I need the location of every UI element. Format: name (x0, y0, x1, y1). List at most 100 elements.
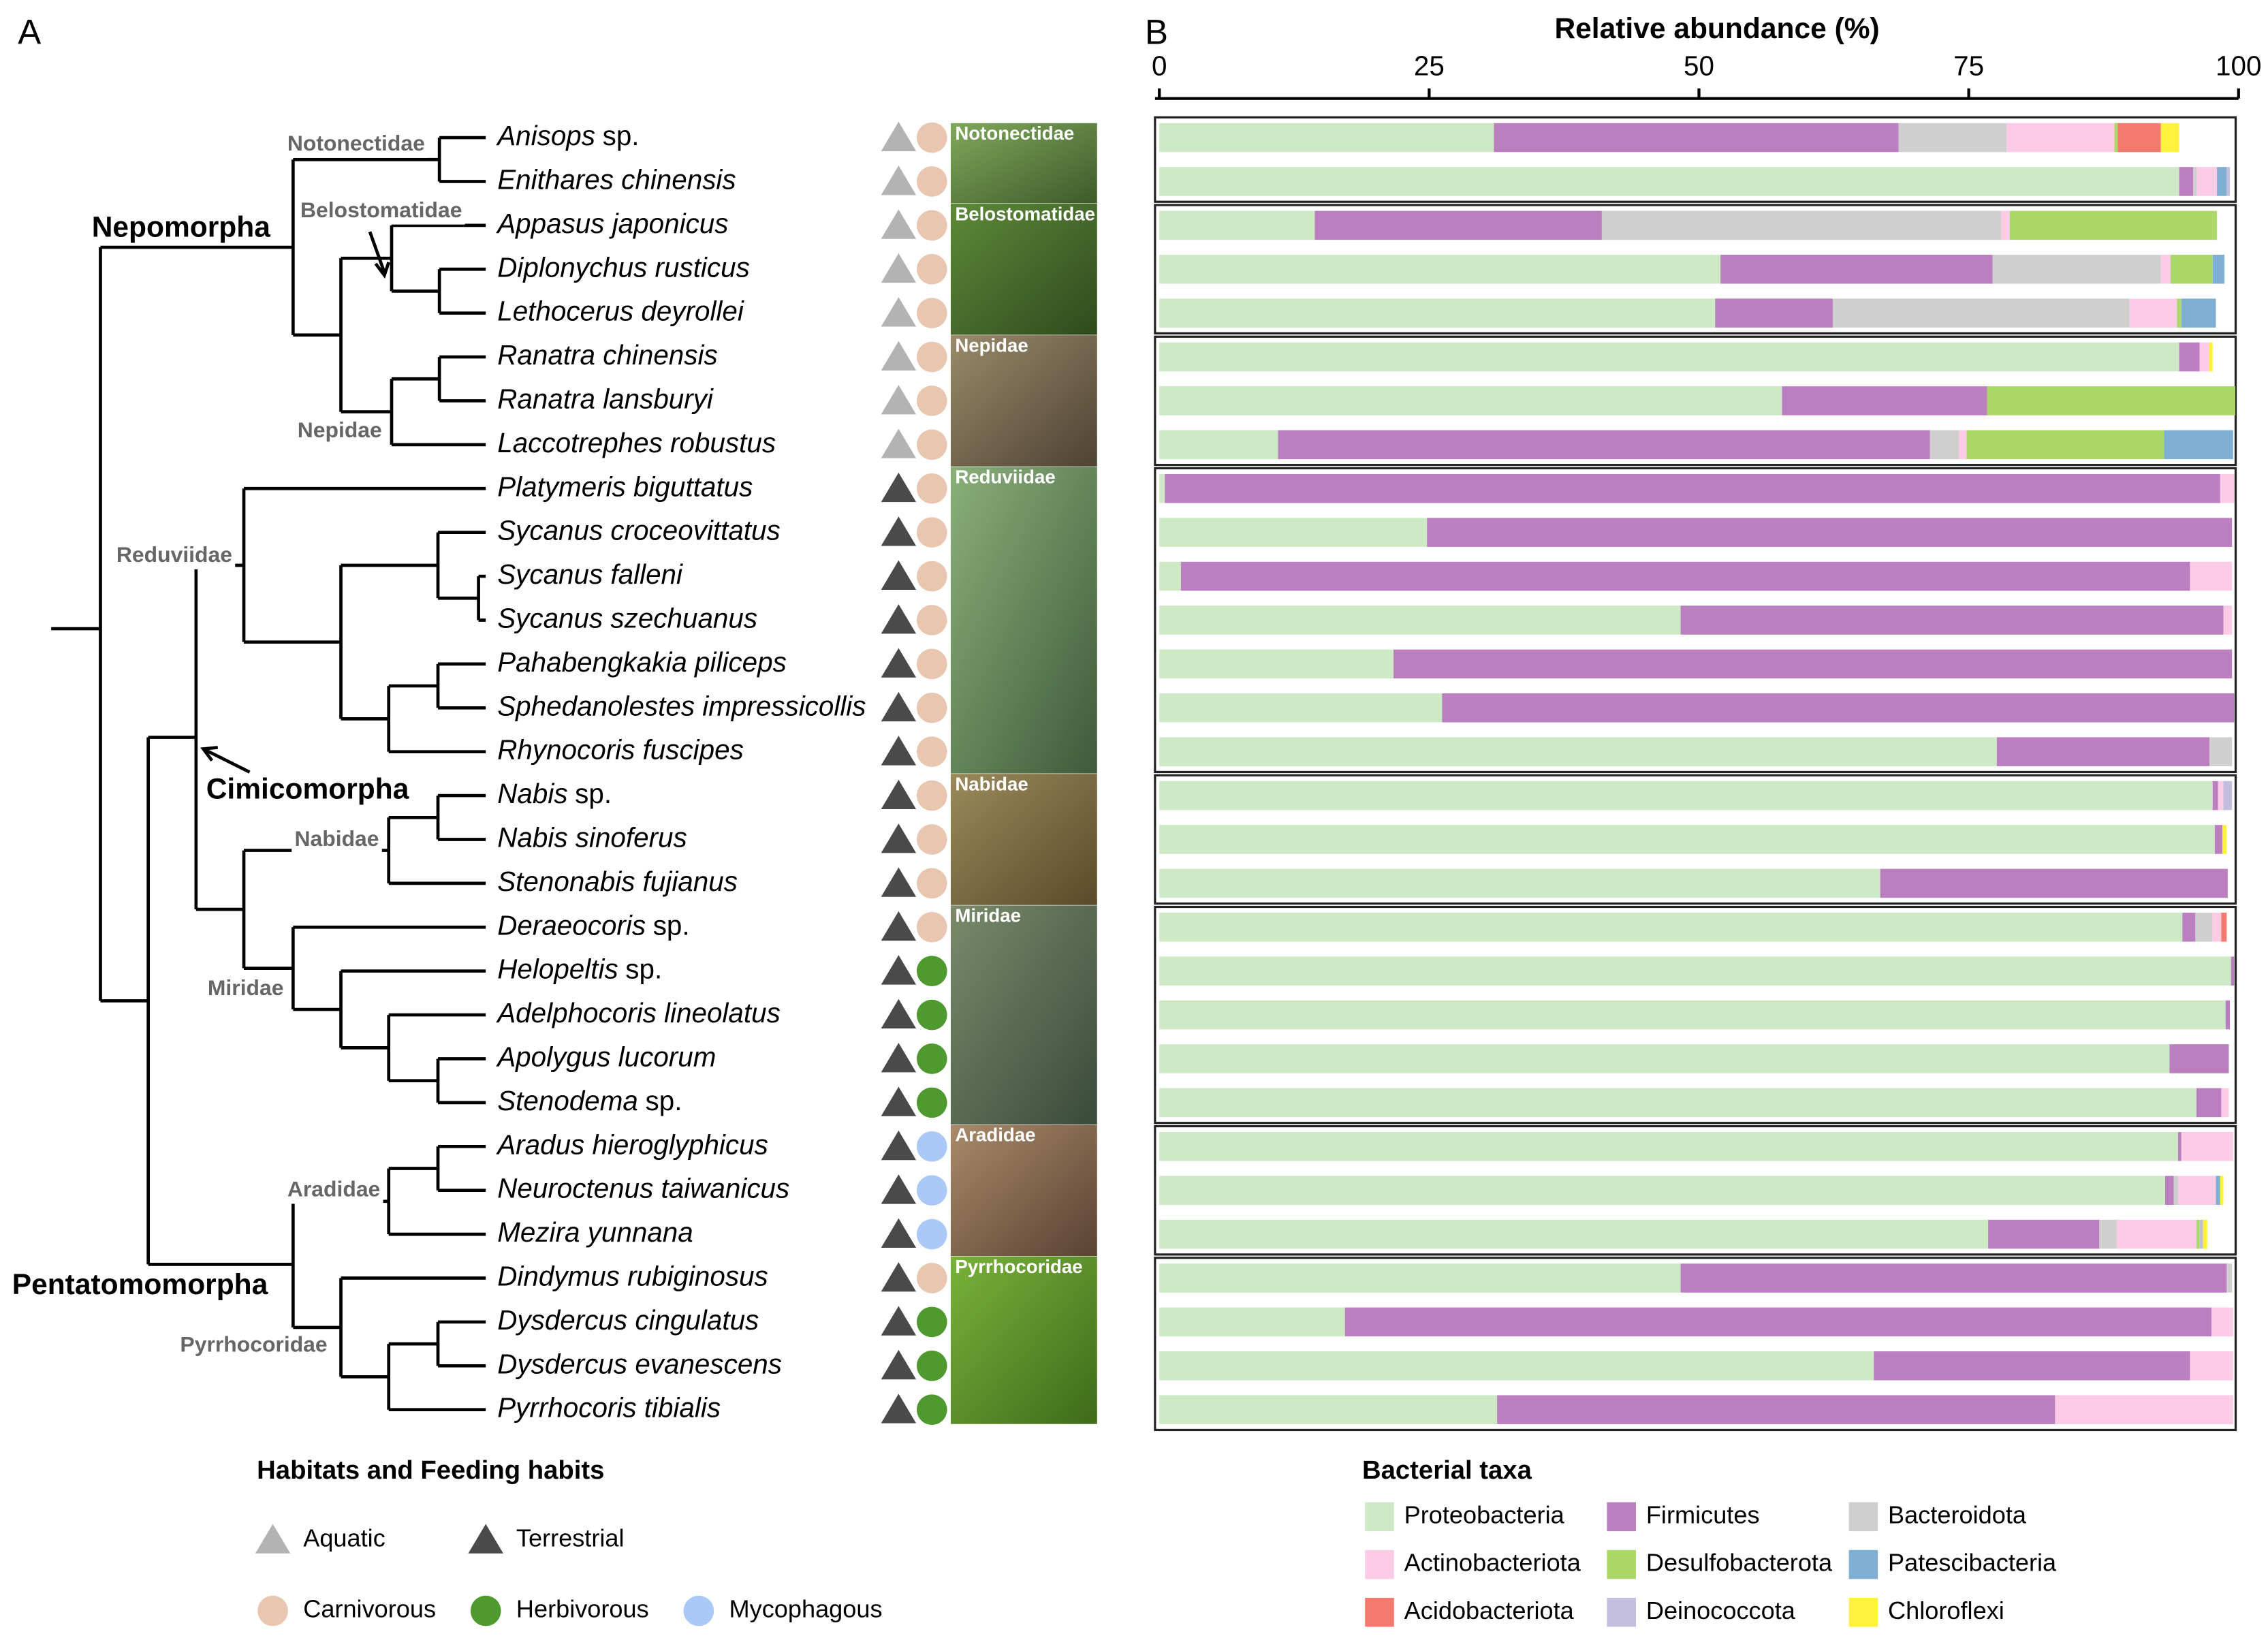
legend-label: Patescibacteria (1888, 1549, 2057, 1577)
habitat-icon (881, 385, 917, 415)
habitat-icon (881, 209, 917, 239)
bar-segment (2196, 167, 2218, 196)
bar-segment (2009, 210, 2218, 240)
species-label: Nabis sp. (497, 778, 612, 809)
habitat-icon (881, 472, 917, 503)
habitat-icon (881, 1130, 917, 1161)
bar-segment (2006, 123, 2115, 153)
species-name: Deraeocoris (497, 909, 646, 941)
species-label: Adelphocoris lineolatus (496, 997, 781, 1028)
feeding-icon (916, 1263, 947, 1293)
bar-segment (2055, 1395, 2233, 1424)
label-bg (284, 1178, 383, 1204)
bar-segment (1159, 868, 1880, 898)
bar-segment (1966, 430, 2164, 460)
species-name: Sycanus falleni (497, 559, 683, 590)
bar-segment (2181, 1132, 2233, 1161)
feeding-icon (916, 210, 947, 241)
species-label: Deraeocoris sp. (497, 909, 689, 941)
species-label: Diplonychus rusticus (497, 251, 750, 283)
legend-label: Aquatic (303, 1524, 385, 1552)
habitat-icon (881, 1043, 917, 1073)
photo (950, 774, 1097, 905)
species-name: Adelphocoris lineolatus (496, 997, 781, 1028)
bar-segment (1494, 123, 1899, 153)
legend-label: Firmicutes (1646, 1500, 1760, 1528)
bar-segment (2099, 1219, 2117, 1249)
bar-segment (1159, 298, 1716, 328)
bar-segment (1159, 1307, 1345, 1337)
species-suffix: sp. (625, 953, 662, 984)
bar-segment (2129, 298, 2177, 328)
legend-swatch (1848, 1502, 1878, 1532)
habitat-icon (881, 428, 917, 458)
bar-group-box (1154, 467, 2237, 774)
tree-branch (436, 793, 486, 841)
bar-group-box (1154, 335, 2237, 467)
bar-segment (2170, 254, 2213, 284)
x-tick-label: 25 (1414, 50, 1445, 82)
bar-segment (1159, 781, 2213, 811)
feeding-icon (916, 1394, 947, 1426)
species-name: Neuroctenus taiwanicus (497, 1172, 789, 1204)
family-label: Nabidae (294, 826, 379, 851)
bar-segment (1988, 1219, 2100, 1249)
species-name: Sycanus croceovittatus (497, 514, 780, 546)
species-label: Ranatra chinensis (497, 339, 717, 371)
bar-segment (2212, 781, 2218, 811)
bar-segment (2117, 123, 2161, 153)
suborder-label: Pentatomomorpha (12, 1268, 268, 1301)
bar-segment (2182, 913, 2196, 942)
habitat-icon (881, 341, 917, 371)
bar-segment (2177, 298, 2182, 328)
legend-label: Carnivorous (303, 1595, 436, 1623)
family-label: Pyrrhocoridae (180, 1332, 327, 1356)
tree-branch (436, 1320, 486, 1368)
species-name: Diplonychus rusticus (497, 251, 750, 283)
habitat-icon (881, 297, 917, 327)
tree-branch (477, 574, 486, 622)
family-label: Reduviidae (116, 542, 232, 567)
arrow (200, 746, 251, 774)
legend-title: Bacterial taxa (1362, 1456, 1532, 1485)
legend-label: Herbivorous (516, 1595, 649, 1623)
bar-segment (2165, 1176, 2174, 1205)
bar-segment (2181, 298, 2216, 328)
feeding-icon (916, 999, 947, 1031)
habitat-icon (881, 998, 917, 1028)
bar-segment (1159, 825, 2215, 854)
bar-segment (1159, 1263, 1681, 1293)
bar-group-box (1154, 1124, 2237, 1256)
bar-group-box (1154, 204, 2237, 335)
habitat-icon (881, 648, 917, 678)
bar-group-box (1154, 905, 2237, 1124)
panel-label: A (18, 13, 41, 52)
bar-segment (2196, 1088, 2222, 1118)
habitat-icon (881, 560, 917, 590)
legend-label: Desulfobacterota (1646, 1549, 1833, 1577)
species-suffix: sp. (575, 778, 612, 809)
bar-segment (1344, 1307, 2212, 1337)
species-label: Helopeltis sp. (497, 953, 662, 984)
bar-segment (1996, 737, 2209, 766)
bar-segment (1497, 1395, 2056, 1424)
label-bg (297, 198, 465, 225)
habitat-icon (881, 1218, 917, 1248)
axis-title: Relative abundance (%) (1554, 12, 1879, 45)
bar-segment (1992, 254, 2161, 284)
bar-segment (1159, 1176, 2166, 1205)
habitat-icon (881, 604, 917, 634)
photo-label: Miridae (955, 905, 1021, 926)
feeding-icon (916, 298, 947, 328)
x-tick-label: 100 (2216, 50, 2261, 82)
legend-swatch (1365, 1502, 1394, 1532)
habitat-icon (881, 166, 917, 195)
species-label: Ranatra lansburyi (497, 383, 714, 414)
species-label: Stenodema sp. (497, 1085, 682, 1116)
bar-segment (2199, 342, 2209, 372)
feeding-icon (916, 692, 947, 723)
habitat-icon (881, 1349, 917, 1380)
bar-segment (2160, 254, 2171, 284)
bar-segment (1159, 693, 1443, 723)
photo-label: Aradidae (955, 1124, 1035, 1146)
